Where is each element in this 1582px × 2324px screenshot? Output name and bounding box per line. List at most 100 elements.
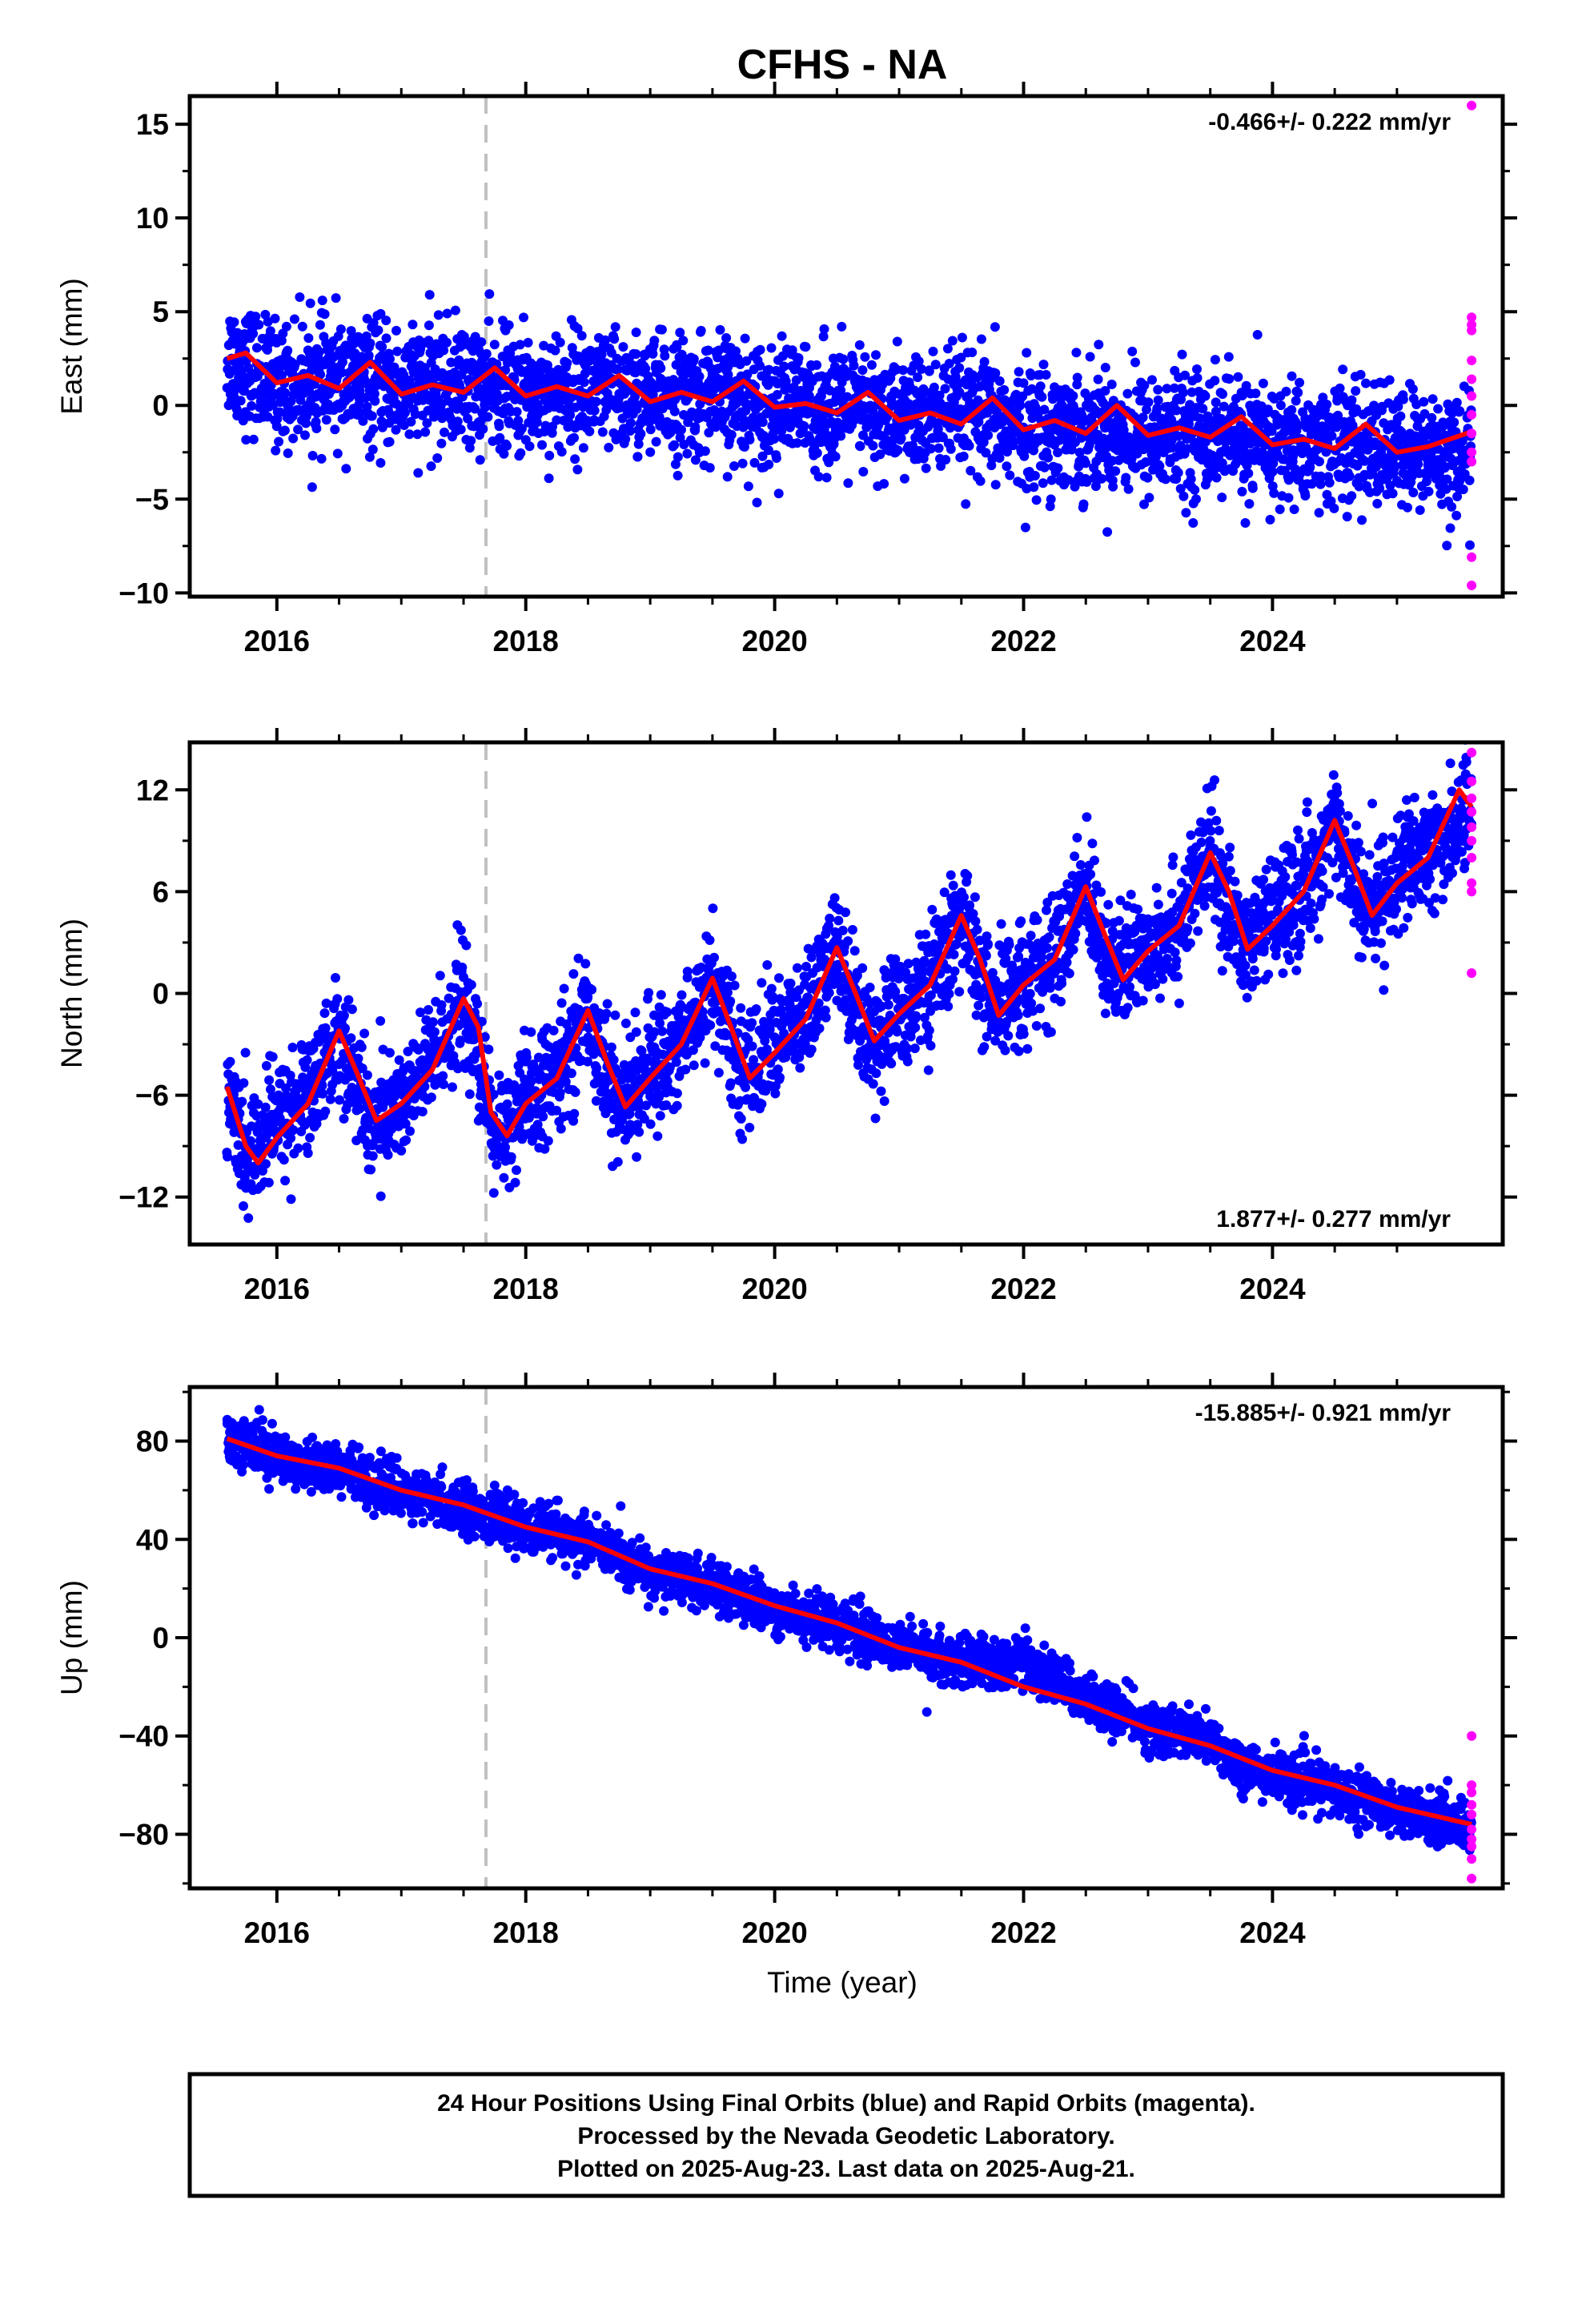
final-orbit-point <box>239 1201 248 1211</box>
final-orbit-point <box>681 1064 691 1075</box>
final-orbit-point <box>645 1119 656 1129</box>
final-orbit-point <box>375 1191 386 1201</box>
final-orbit-point <box>1005 470 1015 480</box>
final-orbit-point <box>384 1047 395 1058</box>
final-orbit-point <box>1029 482 1039 493</box>
final-orbit-point <box>612 1156 623 1167</box>
final-orbit-point <box>1407 384 1418 394</box>
final-orbit-point <box>552 415 562 425</box>
final-orbit-point <box>1153 395 1163 405</box>
final-orbit-point <box>682 967 693 977</box>
final-orbit-point <box>721 333 732 343</box>
final-orbit-point <box>466 436 476 446</box>
final-orbit-point <box>569 432 579 443</box>
final-orbit-point <box>983 430 994 440</box>
final-orbit-point <box>1177 349 1187 360</box>
final-orbit-point <box>359 378 370 388</box>
final-orbit-point <box>893 445 903 456</box>
final-orbit-point <box>773 489 784 499</box>
final-orbit-point <box>857 365 868 376</box>
final-orbit-point <box>787 345 797 356</box>
final-orbit-point <box>400 408 410 418</box>
final-orbit-point <box>934 390 945 400</box>
final-orbit-point <box>657 1026 667 1036</box>
final-orbit-point <box>601 1008 612 1019</box>
final-orbit-point <box>819 324 829 334</box>
final-orbit-point <box>424 290 435 300</box>
final-orbit-point <box>1053 448 1063 457</box>
final-orbit-point <box>470 404 480 414</box>
final-orbit-point <box>926 444 936 454</box>
final-orbit-point <box>648 348 658 359</box>
final-orbit-point <box>265 326 275 336</box>
final-orbit-point <box>1241 380 1251 391</box>
final-orbit-point <box>264 1075 275 1085</box>
x-tick-label: 2020 <box>741 625 807 657</box>
final-orbit-point <box>873 420 884 430</box>
final-orbit-point <box>381 333 391 344</box>
final-orbit-point <box>1072 372 1082 383</box>
final-orbit-point <box>1142 404 1151 415</box>
final-orbit-point <box>412 429 423 440</box>
final-orbit-point <box>494 1070 504 1080</box>
final-orbit-point <box>248 434 259 444</box>
final-orbit-point <box>725 1078 736 1088</box>
final-orbit-point <box>239 1078 249 1088</box>
final-orbit-point <box>484 289 495 300</box>
final-orbit-point <box>640 364 651 374</box>
final-orbit-point <box>1102 527 1113 537</box>
final-orbit-point <box>655 1018 665 1028</box>
final-orbit-point <box>654 412 665 422</box>
final-orbit-point <box>456 424 466 435</box>
final-orbit-point <box>1186 387 1197 397</box>
final-orbit-point <box>975 476 986 486</box>
final-orbit-point <box>673 452 683 462</box>
final-orbit-point <box>426 461 436 472</box>
final-orbit-point <box>1315 456 1324 467</box>
final-orbit-point <box>260 1102 271 1112</box>
final-orbit-point <box>504 320 514 330</box>
final-orbit-point <box>512 407 522 417</box>
final-orbit-point <box>513 416 524 426</box>
final-orbit-point <box>830 452 841 462</box>
rapid-orbit-point <box>1467 581 1477 590</box>
final-orbit-point <box>356 1042 367 1052</box>
final-orbit-point <box>436 438 447 448</box>
final-orbit-point <box>854 340 865 350</box>
final-orbit-point <box>391 424 401 435</box>
final-orbit-point <box>420 427 431 437</box>
final-orbit-point <box>669 406 680 416</box>
final-orbit-point <box>289 314 299 324</box>
final-orbit-point <box>858 467 869 476</box>
final-orbit-point <box>375 308 386 319</box>
final-orbit-point <box>1020 522 1030 533</box>
final-orbit-point <box>274 436 284 447</box>
final-orbit-point <box>406 416 416 427</box>
final-orbit-point <box>283 448 293 458</box>
final-orbit-point <box>251 343 262 353</box>
final-orbit-point <box>631 349 641 360</box>
final-orbit-point <box>672 1100 682 1111</box>
final-orbit-point <box>1093 374 1103 384</box>
final-orbit-point <box>1094 340 1104 350</box>
final-orbit-point <box>591 396 601 407</box>
final-orbit-point <box>1324 477 1335 488</box>
final-orbit-point <box>1258 378 1268 388</box>
y-tick-label: 5 <box>152 296 169 328</box>
final-orbit-point <box>709 952 719 963</box>
final-orbit-point <box>679 440 689 449</box>
final-orbit-point <box>438 1071 448 1081</box>
final-orbit-point <box>757 417 768 428</box>
final-orbit-point <box>363 351 374 360</box>
final-orbit-point <box>494 421 504 432</box>
final-orbit-point <box>1008 440 1018 451</box>
final-orbit-point <box>373 325 383 336</box>
final-orbit-point <box>821 472 832 483</box>
final-orbit-point <box>576 331 587 341</box>
final-orbit-point <box>868 406 878 416</box>
final-orbit-point <box>1198 404 1208 414</box>
final-orbit-point <box>1408 488 1419 497</box>
final-orbit-point <box>1211 472 1222 483</box>
final-orbit-point <box>336 368 347 378</box>
